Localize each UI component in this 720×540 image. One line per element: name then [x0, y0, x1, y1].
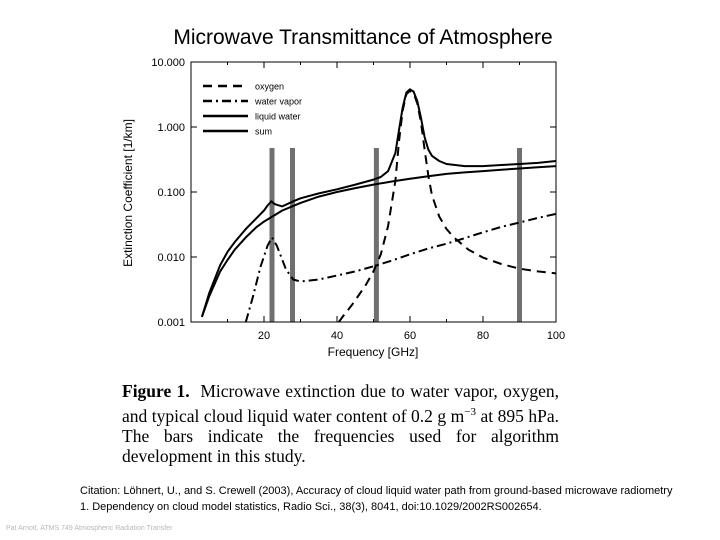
citation-text: : Löhnert, U., and S. Crewell (2003), Ac… — [80, 485, 673, 513]
footer-credit: Pat Arnott, ATMS 749 Atmospheric Radiati… — [6, 525, 173, 532]
legend: oxygen water vapor liquid water sum — [203, 82, 302, 137]
series-line-liquid-water — [200, 165, 556, 318]
y-tick-label: 0.100 — [157, 187, 185, 199]
caption-text: Microwave extinction due to water vapor,… — [122, 381, 559, 426]
x-tick-label: 40 — [331, 330, 343, 342]
citation: Citation: Löhnert, U., and S. Crewell (2… — [80, 483, 680, 515]
x-tick-label: 80 — [477, 330, 489, 342]
slide-title: Microwave Transmittance of Atmosphere — [173, 26, 553, 49]
figure-caption: Figure 1. Microwave extinction due to wa… — [122, 381, 559, 467]
frequency-bar — [290, 148, 295, 322]
series-line-sum — [200, 88, 556, 318]
frequency-bar — [517, 148, 522, 322]
tick-labels: 20 40 60 80 100 0.001 0.010 0.100 1.000 10.000 — [151, 57, 565, 342]
y-axis-label: Extinction Coefficient [1/km] — [121, 119, 135, 267]
series-line-oxygen — [337, 89, 556, 322]
legend-label: sum — [255, 127, 272, 137]
legend-label: oxygen — [255, 82, 284, 92]
y-tick-label: 1.000 — [157, 122, 185, 134]
plot-frame — [190, 61, 557, 323]
frequency-bars — [269, 148, 522, 322]
figure-label: Figure 1. — [122, 381, 190, 401]
frequency-bar — [373, 148, 379, 322]
y-tick-label: 0.010 — [157, 252, 185, 264]
x-tick-label: 100 — [547, 330, 565, 342]
y-tick-label: 0.001 — [157, 317, 185, 329]
x-tick-label: 60 — [404, 330, 416, 342]
frequency-bar — [269, 148, 275, 322]
x-axis-label: Frequency [GHz] — [328, 345, 419, 359]
caption-exponent: −3 — [464, 405, 476, 418]
legend-label: liquid water — [255, 112, 301, 122]
x-tick-label: 20 — [258, 330, 270, 342]
y-tick-label: 10.000 — [151, 57, 185, 69]
citation-label: Citation — [80, 485, 118, 497]
legend-label: water vapor — [254, 97, 302, 107]
caption-text-end: at 895 hPa. The bars indicate the freque… — [122, 405, 559, 467]
series-lines — [200, 88, 556, 322]
